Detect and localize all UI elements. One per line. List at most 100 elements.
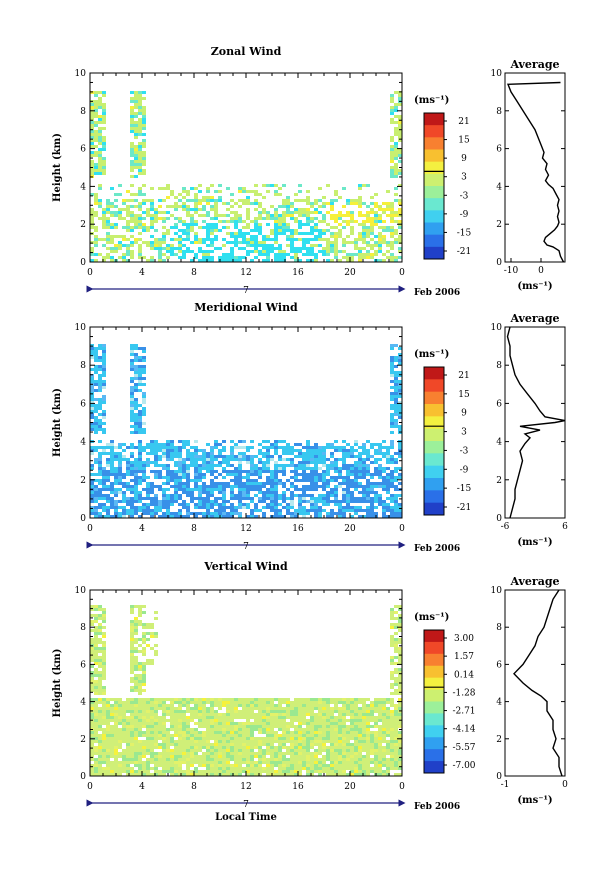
x-tick-label: 8 — [191, 268, 197, 278]
colorbar-segment — [424, 367, 444, 380]
colorbar-tick-label: 15 — [458, 136, 470, 146]
colorbar-tick-label: 21 — [458, 117, 469, 127]
profile-line — [506, 326, 566, 519]
profile-y-label: 0 — [496, 258, 502, 268]
colorbar-segment — [424, 665, 444, 679]
colorbar-segment — [424, 641, 444, 655]
colorbar-segment — [424, 198, 444, 211]
profile-y-label: 8 — [496, 107, 502, 117]
profile-y-label: 10 — [491, 323, 503, 333]
profile-y-label: 6 — [496, 399, 502, 409]
x-tick-label: 8 — [191, 782, 197, 792]
month-label: Feb 2006 — [414, 802, 460, 812]
month-label: Feb 2006 — [414, 544, 460, 554]
profile-unit: (ms⁻¹) — [517, 537, 552, 548]
colorbar-tick-label: 0.14 — [454, 670, 474, 680]
colorbar-tick-label: -4.14 — [452, 725, 475, 735]
month-label: Feb 2006 — [414, 288, 460, 298]
y-tick-label: 10 — [75, 69, 87, 79]
x-tick-label: 16 — [292, 268, 304, 278]
profile-frame — [504, 589, 566, 777]
colorbar-tick-label: -9 — [460, 465, 469, 475]
colorbar-tick-label: 9 — [461, 154, 467, 164]
profile-x-label: 6 — [562, 522, 568, 532]
x-tick-label: 4 — [139, 782, 145, 792]
colorbar-segment — [424, 725, 444, 738]
y-tick-label: 2 — [80, 476, 86, 486]
colorbar-segment — [424, 125, 444, 138]
x-tick-label: 8 — [191, 524, 197, 534]
x-tick-label: 0 — [399, 268, 405, 278]
y-tick-label: 10 — [75, 323, 87, 333]
colorbar-segment — [424, 161, 444, 175]
colorbar-tick-label: -1.28 — [452, 688, 475, 698]
colorbar-segment — [424, 502, 444, 516]
colorbar-segment — [424, 653, 444, 667]
chart-title: Vertical Wind — [203, 560, 288, 573]
colorbar-segment — [424, 630, 444, 643]
y-tick-label: 2 — [80, 220, 86, 230]
colorbar-segment — [424, 416, 444, 430]
y-axis-label: Height (km) — [52, 649, 63, 718]
colorbar-segment — [424, 186, 444, 199]
colorbar-tick-label: -5.57 — [452, 743, 475, 753]
colorbar-frame — [423, 112, 445, 260]
profile-y-label: 8 — [496, 623, 502, 633]
profile-y-label: 6 — [496, 660, 502, 670]
chart-title: Meridional Wind — [194, 301, 298, 314]
heatmap-field — [90, 605, 402, 776]
y-tick-label: 0 — [80, 772, 86, 782]
x-tick-label: 4 — [139, 268, 145, 278]
profile-y-label: 4 — [496, 698, 502, 708]
colorbar-tick-label: -15 — [457, 484, 472, 494]
x-tick-label: 20 — [344, 268, 356, 278]
y-tick-label: 6 — [80, 145, 86, 155]
y-tick-label: 8 — [80, 623, 86, 633]
x-tick-label: 16 — [292, 782, 304, 792]
y-tick-label: 4 — [80, 182, 86, 192]
x-tick-label: 0 — [399, 524, 405, 534]
colorbar-segment — [424, 441, 444, 454]
colorbar-segment — [424, 490, 444, 504]
x-tick-label: 20 — [344, 524, 356, 534]
profile-y-label: 0 — [496, 514, 502, 524]
heatmap-field — [90, 344, 402, 518]
colorbar-tick-label: 1.57 — [454, 652, 474, 662]
profile-line — [506, 81, 565, 263]
colorbar-tick-label: -21 — [457, 247, 472, 257]
colorbar-frame — [423, 366, 445, 516]
x-tick-label: 0 — [87, 524, 93, 534]
colorbar-segment — [424, 737, 444, 750]
profile-y-label: 6 — [496, 145, 502, 155]
x-tick-label: 20 — [344, 782, 356, 792]
y-tick-label: 6 — [80, 399, 86, 409]
colorbar-segment — [424, 478, 444, 491]
y-tick-label: 0 — [80, 258, 86, 268]
y-tick-label: 10 — [75, 586, 87, 596]
profile-x-label: -1 — [501, 780, 510, 790]
colorbar-segment — [424, 761, 444, 774]
colorbar-tick-label: -3 — [460, 446, 469, 456]
profile-title: Average — [509, 58, 559, 71]
x-tick-label: 0 — [87, 782, 93, 792]
colorbar-unit: (ms⁻¹) — [414, 612, 449, 623]
profile-x-label: -6 — [501, 522, 510, 532]
profile-y-label: 10 — [491, 586, 503, 596]
y-tick-label: 8 — [80, 361, 86, 371]
colorbar-segment — [424, 428, 444, 442]
date-label: 7 — [243, 286, 249, 296]
colorbar-unit: (ms⁻¹) — [414, 95, 449, 106]
x-axis-label: Local Time — [215, 812, 277, 823]
colorbar-tick-label: -9 — [460, 210, 469, 220]
y-tick-label: 4 — [80, 438, 86, 448]
colorbar-segment — [424, 453, 444, 467]
y-tick-label: 0 — [80, 514, 86, 524]
x-tick-label: 16 — [292, 524, 304, 534]
colorbar-segment — [424, 677, 444, 691]
colorbar-segment — [424, 149, 444, 163]
y-tick-label: 8 — [80, 107, 86, 117]
profile-frame — [504, 72, 566, 263]
chart-title: Zonal Wind — [211, 45, 282, 58]
